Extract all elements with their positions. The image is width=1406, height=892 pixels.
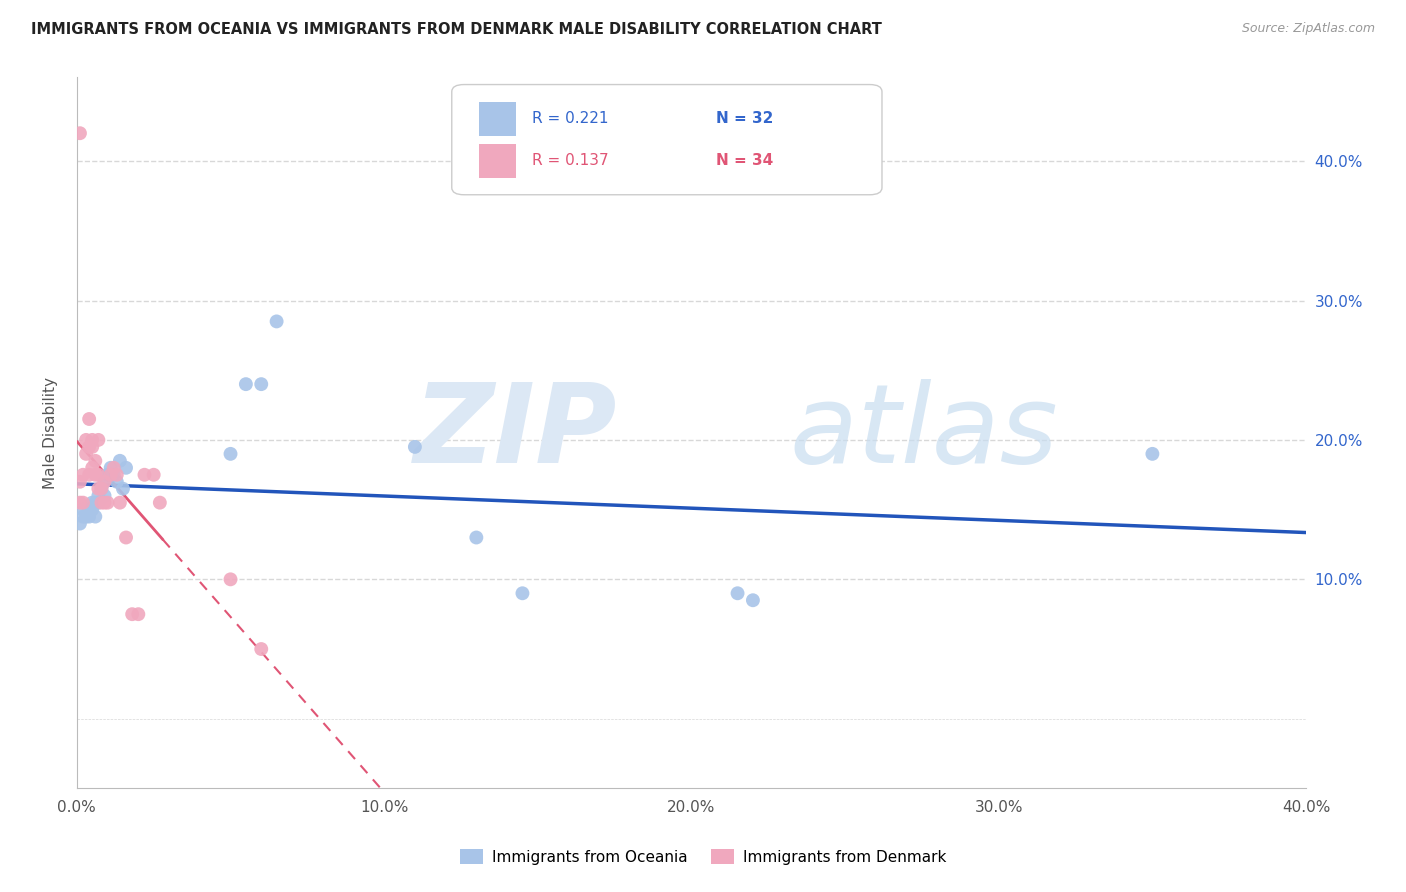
Point: [84, 454, 107, 468]
Point: [87, 467, 110, 482]
FancyBboxPatch shape: [479, 102, 516, 136]
Text: atlas: atlas: [790, 379, 1059, 486]
Point: [75, 447, 97, 461]
Point: [105, 467, 128, 482]
Point: [149, 496, 172, 510]
Text: R = 0.221: R = 0.221: [531, 112, 609, 127]
Point: [142, 467, 165, 482]
Point: [111, 482, 134, 496]
Point: [77, 440, 100, 454]
Point: [77, 412, 100, 426]
Text: N = 32: N = 32: [716, 112, 773, 127]
Text: IMMIGRANTS FROM OCEANIA VS IMMIGRANTS FROM DENMARK MALE DISABILITY CORRELATION C: IMMIGRANTS FROM OCEANIA VS IMMIGRANTS FR…: [31, 22, 882, 37]
Point: [90, 482, 112, 496]
Point: [465, 531, 488, 545]
Point: [82, 433, 104, 447]
Point: [103, 460, 125, 475]
Point: [105, 475, 128, 489]
Point: [82, 502, 104, 516]
Legend: Immigrants from Oceania, Immigrants from Denmark: Immigrants from Oceania, Immigrants from…: [454, 843, 952, 871]
Point: [103, 467, 125, 482]
Text: ZIP: ZIP: [415, 379, 617, 486]
Point: [121, 607, 143, 622]
Point: [87, 489, 110, 503]
Point: [69, 126, 91, 140]
Point: [250, 642, 273, 657]
Point: [69, 496, 91, 510]
Text: N = 34: N = 34: [716, 153, 773, 169]
Point: [75, 509, 97, 524]
Point: [97, 496, 120, 510]
Point: [235, 377, 257, 392]
Point: [100, 460, 122, 475]
Point: [82, 460, 104, 475]
Point: [75, 433, 97, 447]
Point: [93, 475, 115, 489]
Point: [84, 509, 107, 524]
Point: [127, 607, 149, 622]
Point: [742, 593, 765, 607]
Point: [100, 467, 122, 482]
Point: [219, 572, 242, 586]
Point: [266, 314, 288, 328]
Point: [115, 460, 138, 475]
Point: [72, 467, 94, 482]
Point: [512, 586, 534, 600]
Point: [82, 496, 104, 510]
Point: [134, 467, 156, 482]
Point: [72, 496, 94, 510]
Point: [87, 433, 110, 447]
Point: [93, 475, 115, 489]
FancyBboxPatch shape: [479, 144, 516, 178]
Point: [90, 496, 112, 510]
Point: [77, 502, 100, 516]
Point: [77, 509, 100, 524]
Point: [93, 489, 115, 503]
Point: [219, 447, 242, 461]
Point: [90, 482, 112, 496]
Point: [84, 467, 107, 482]
Point: [727, 586, 749, 600]
Point: [404, 440, 426, 454]
Point: [72, 509, 94, 524]
Point: [69, 475, 91, 489]
Point: [87, 482, 110, 496]
Point: [69, 516, 91, 531]
Point: [250, 377, 273, 392]
FancyBboxPatch shape: [451, 85, 882, 194]
Point: [84, 496, 107, 510]
Point: [93, 496, 115, 510]
Point: [87, 496, 110, 510]
Y-axis label: Male Disability: Male Disability: [44, 377, 58, 489]
Point: [72, 502, 94, 516]
Point: [108, 496, 131, 510]
Point: [115, 531, 138, 545]
Point: [77, 467, 100, 482]
Text: R = 0.137: R = 0.137: [531, 153, 609, 169]
Point: [108, 454, 131, 468]
Point: [82, 440, 104, 454]
Point: [1142, 447, 1164, 461]
Text: Source: ZipAtlas.com: Source: ZipAtlas.com: [1241, 22, 1375, 36]
Point: [97, 467, 120, 482]
